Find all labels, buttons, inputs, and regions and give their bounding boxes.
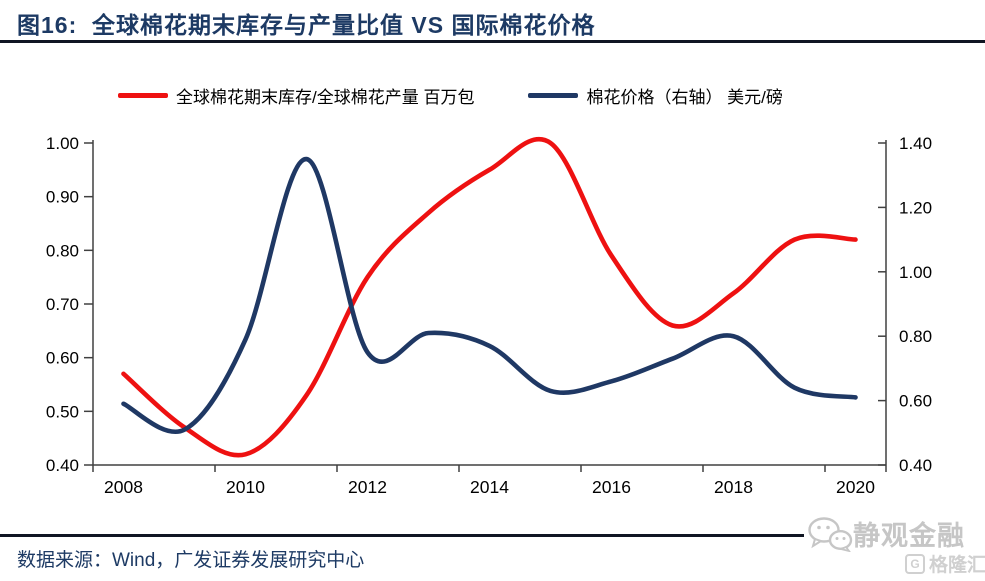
data-source-note: 数据来源：Wind，广发证券发展研究中心 [17, 550, 365, 571]
wechat-icon [808, 516, 853, 552]
footer-divider [0, 534, 960, 537]
watermark-account-name: 静观金融 [853, 521, 965, 551]
legend-item-ratio: 全球棉花期末库存/全球棉花产量 百万包 [118, 83, 474, 108]
right-axis-tick-label: 0.40 [899, 456, 932, 475]
x-axis-tick-label: 2018 [714, 477, 753, 497]
stocks-ratio-line [121, 136, 858, 458]
legend-label-ratio: 全球棉花期末库存/全球棉花产量 百万包 [176, 88, 475, 107]
gelonghui-watermark: G 格隆汇 [903, 550, 985, 577]
ratio-series-swatch [118, 93, 168, 98]
left-axis-tick-label: 0.80 [46, 241, 79, 260]
left-axis-tick-label: 0.40 [46, 456, 79, 475]
gelonghui-logo-icon: G [905, 553, 925, 574]
right-axis-tick-label: 1.20 [899, 198, 932, 217]
left-axis-tick-label: 0.50 [46, 402, 79, 421]
x-axis-tick-label: 2012 [348, 477, 387, 497]
left-axis-tick-label: 0.90 [46, 188, 79, 207]
x-axis-tick-label: 2014 [470, 477, 509, 497]
left-axis-tick-label: 1.00 [46, 134, 79, 153]
wechat-watermark: 静观金融 [804, 514, 968, 553]
right-axis-tick-label: 0.80 [899, 327, 932, 346]
left-axis-tick-label: 0.60 [46, 349, 79, 368]
legend-label-price: 棉花价格（右轴） 美元/磅 [586, 88, 783, 107]
chart-legend: 全球棉花期末库存/全球棉花产量 百万包 棉花价格（右轴） 美元/磅 [118, 83, 783, 108]
right-axis-tick-label: 1.40 [899, 134, 932, 153]
x-axis-tick-label: 2010 [226, 477, 265, 497]
watermark-site-name: 格隆汇 [929, 555, 985, 576]
cotton-price-line [121, 156, 858, 434]
chart-title: 图16: 全球棉花期末库存与产量比值 VS 国际棉花价格 [17, 12, 596, 38]
x-axis-tick-label: 2016 [592, 477, 631, 497]
left-axis-tick-label: 0.70 [46, 295, 79, 314]
right-axis-tick-label: 1.00 [899, 263, 932, 282]
x-axis-tick-label: 2020 [836, 477, 875, 497]
legend-item-price: 棉花价格（右轴） 美元/磅 [528, 83, 783, 108]
price-series-swatch [528, 93, 579, 98]
x-axis-tick-label: 2008 [104, 477, 143, 497]
right-axis-tick-label: 0.60 [899, 392, 932, 411]
title-underline [0, 40, 985, 43]
